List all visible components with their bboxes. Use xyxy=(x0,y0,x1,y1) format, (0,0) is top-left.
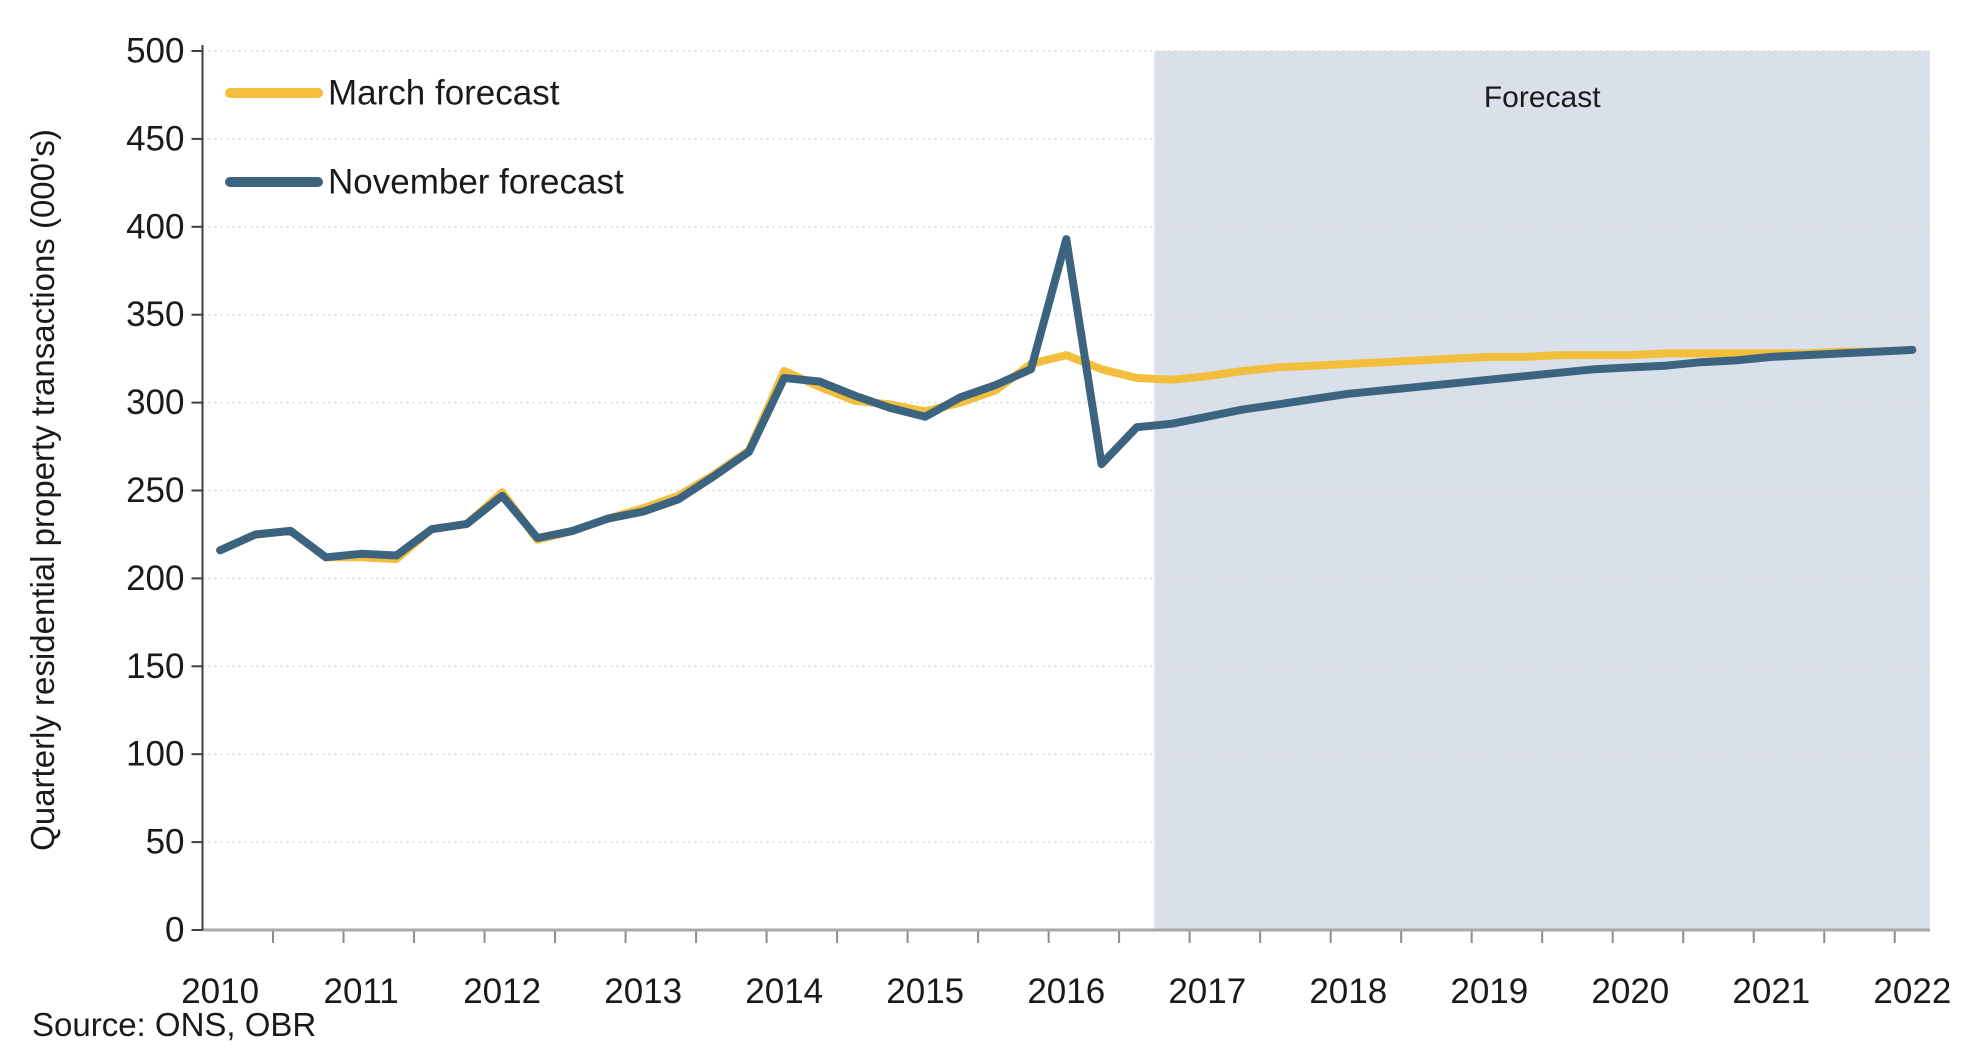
legend-label-march-forecast: March forecast xyxy=(328,74,560,113)
x-tick-label: 2016 xyxy=(1027,972,1105,1011)
november-forecast-line xyxy=(216,235,1917,562)
x-tick-label: 2018 xyxy=(1309,972,1387,1011)
y-tick-label: 400 xyxy=(126,207,184,246)
source-note: Source: ONS, OBR xyxy=(32,1006,316,1043)
y-axis-title: Quarterly residential property transacti… xyxy=(24,129,61,851)
y-tick-label: 250 xyxy=(126,471,184,510)
x-tick-label: 2017 xyxy=(1168,972,1246,1011)
y-tick-label: 200 xyxy=(126,559,184,598)
forecast-region-label: Forecast xyxy=(1484,81,1601,114)
x-tick-label: 2019 xyxy=(1450,972,1528,1011)
x-tick-label: 2022 xyxy=(1873,972,1951,1011)
legend-label-november-forecast: November forecast xyxy=(328,163,624,202)
x-axis-ticks xyxy=(272,930,1896,943)
y-tick-label: 350 xyxy=(126,295,184,334)
x-axis-labels: 2010 2011 2012 2013 2014 2015 2016 2017 2018 2019… xyxy=(181,972,1951,1011)
y-axis-ticks xyxy=(191,50,203,931)
y-tick-label: 150 xyxy=(126,647,184,686)
x-tick-label: 2013 xyxy=(604,972,682,1011)
x-tick-label: 2012 xyxy=(463,972,541,1011)
y-axis-labels: 0 50 100 150 200 250 300 350 400 450 500 xyxy=(126,32,184,950)
legend: March forecast November forecast xyxy=(225,74,624,202)
x-tick-label: 2021 xyxy=(1732,972,1810,1011)
y-tick-label: 50 xyxy=(146,823,185,862)
y-tick-label: 300 xyxy=(126,383,184,422)
x-tick-label: 2020 xyxy=(1591,972,1669,1011)
y-tick-label: 500 xyxy=(126,32,184,71)
y-tick-label: 450 xyxy=(126,119,184,158)
x-tick-label: 2010 xyxy=(181,972,259,1011)
x-tick-label: 2011 xyxy=(324,972,399,1011)
x-tick-label: 2015 xyxy=(886,972,964,1011)
y-tick-label: 0 xyxy=(165,911,184,950)
y-tick-label: 100 xyxy=(126,735,184,774)
x-tick-label: 2014 xyxy=(745,972,823,1011)
